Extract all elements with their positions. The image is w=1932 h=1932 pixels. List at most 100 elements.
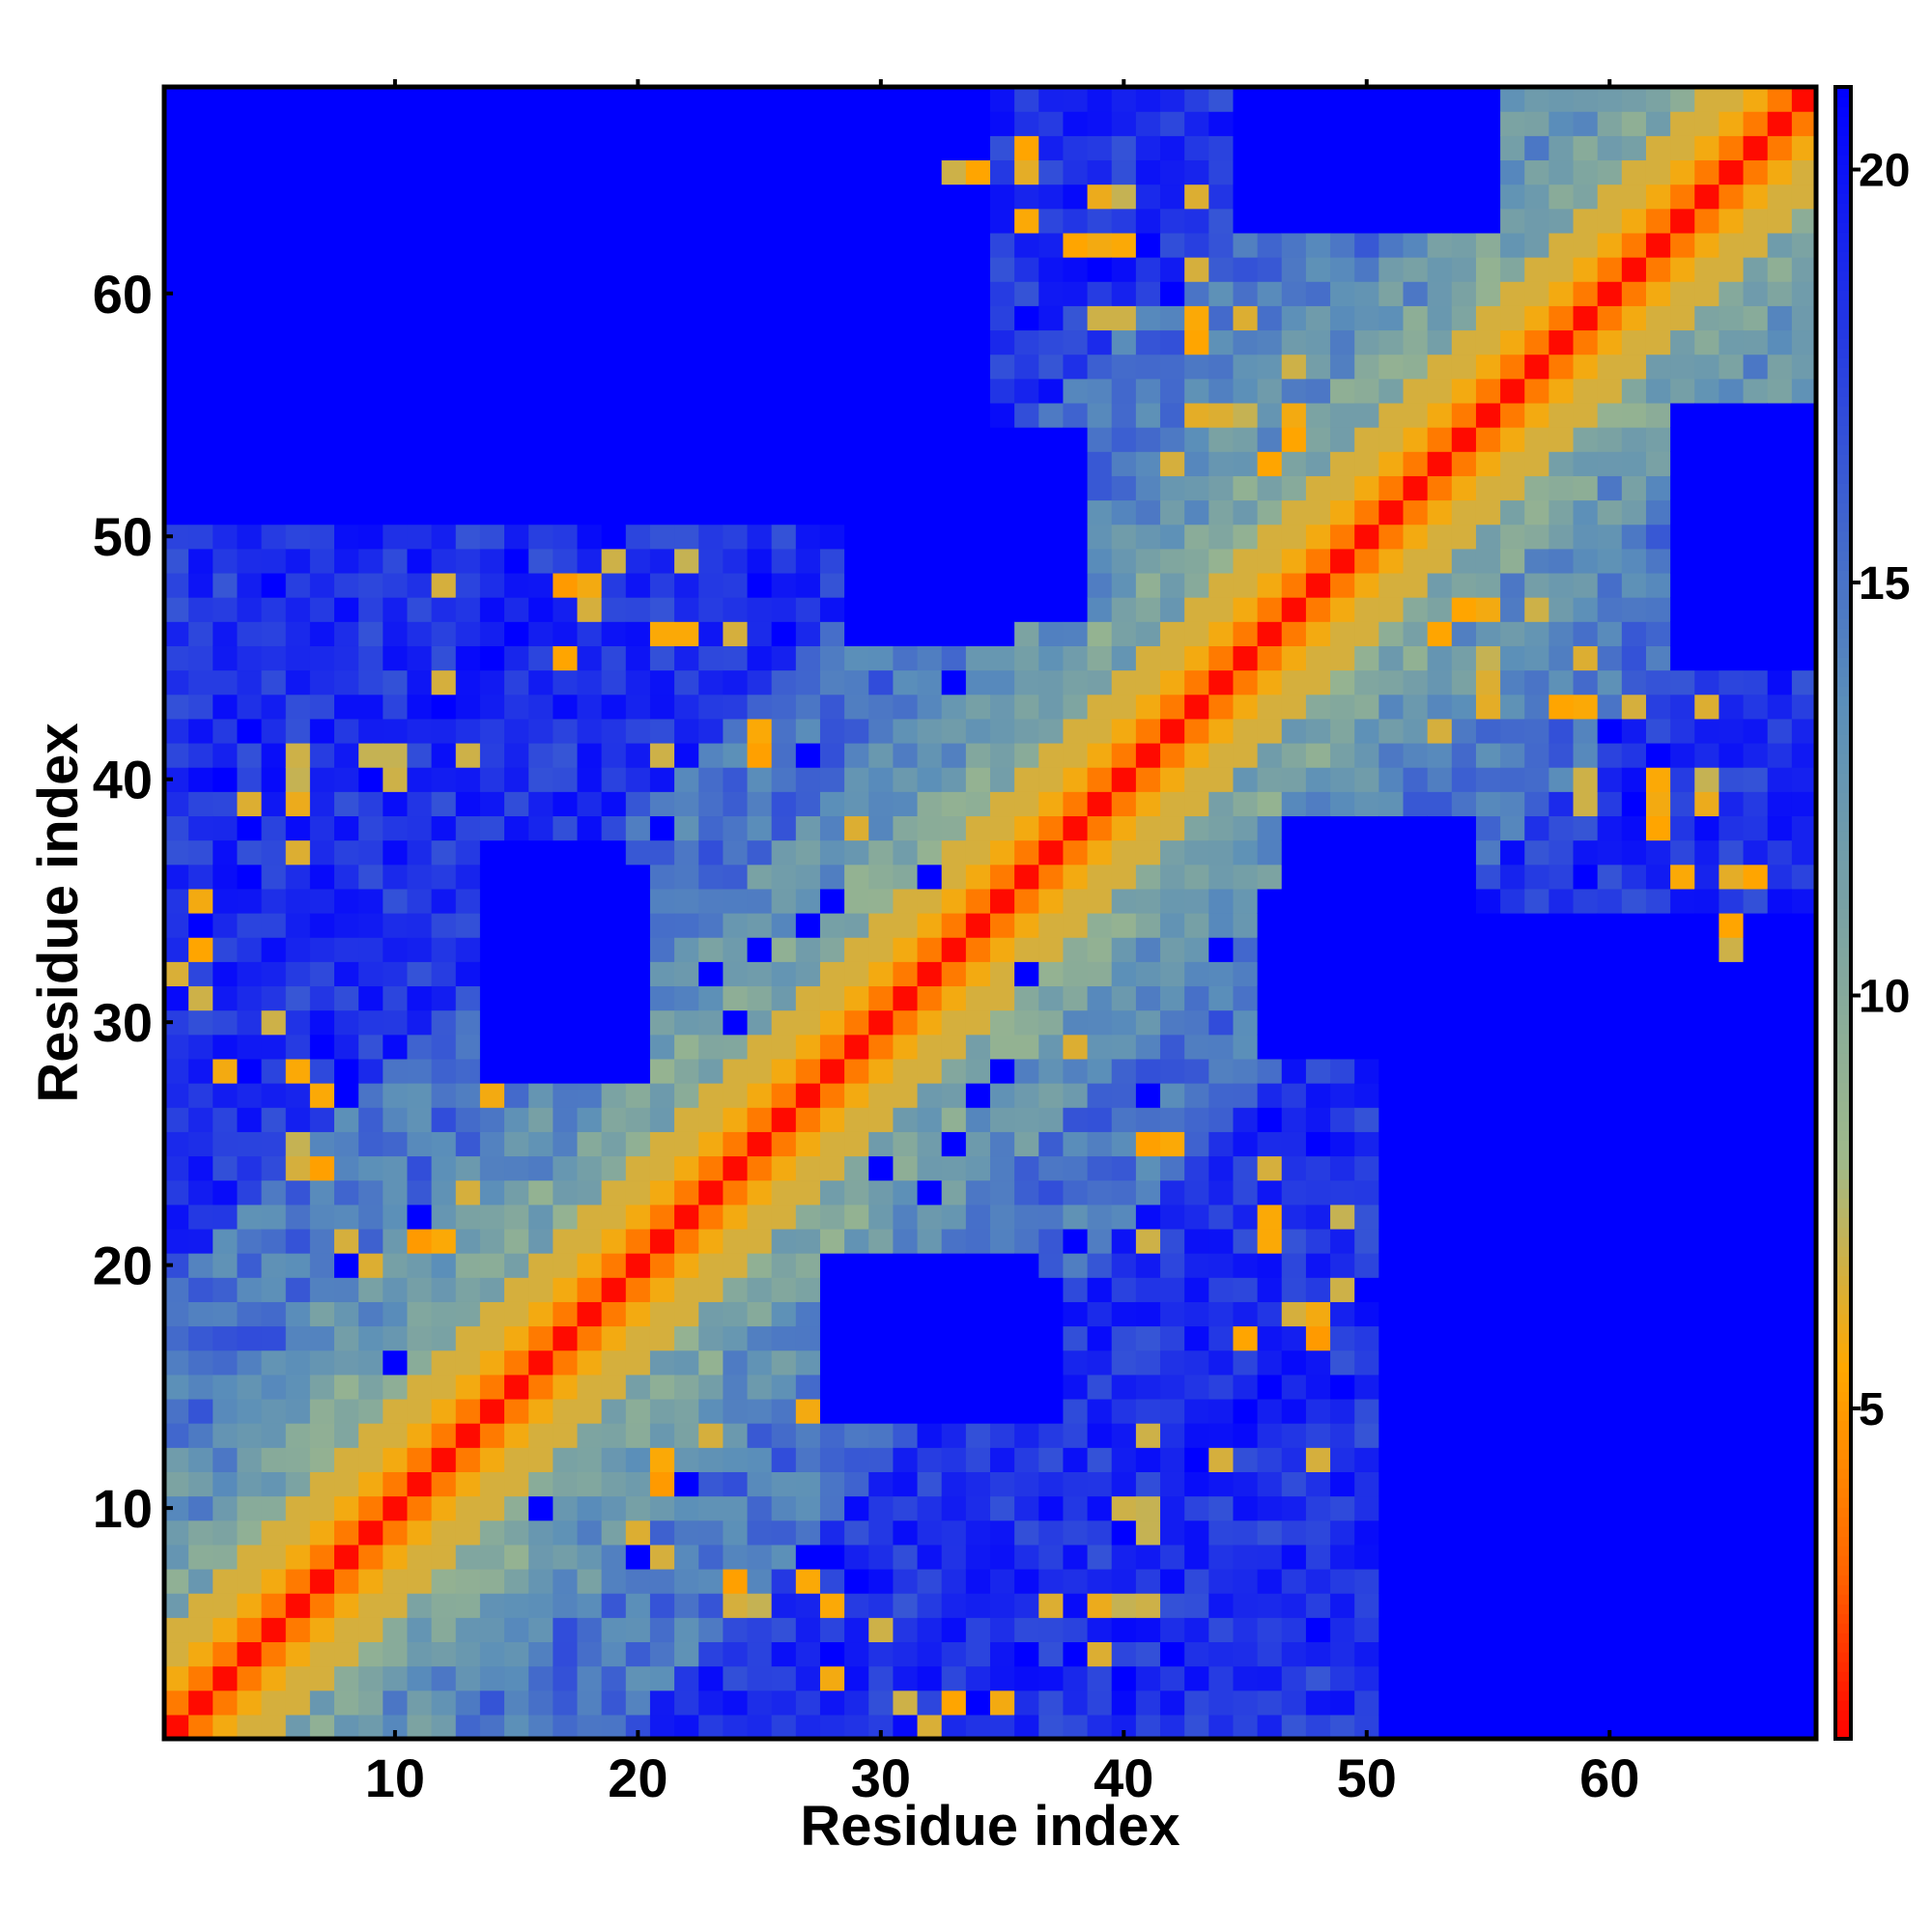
heatmap-cell [1573,1423,1599,1448]
heatmap-cell [601,1423,627,1448]
heatmap-cell [553,184,579,210]
heatmap-cell [309,1495,335,1521]
heatmap-cell [941,839,967,866]
heatmap-cell [285,1690,311,1716]
heatmap-cell [1208,1107,1235,1132]
heatmap-cell [844,839,869,866]
heatmap-cell [1670,645,1695,671]
heatmap-cell [261,87,287,112]
heatmap-cell [188,1471,213,1497]
heatmap-cell [1475,1034,1501,1060]
heatmap-cell [334,1325,359,1351]
heatmap-cell [1111,864,1137,890]
heatmap-cell [1281,111,1307,136]
heatmap-cell [1403,621,1429,646]
heatmap-cell [965,281,991,306]
heatmap-cell [577,791,603,817]
heatmap-cell [1257,208,1283,234]
heatmap-cell [1645,1034,1671,1060]
heatmap-cell [893,87,919,112]
heatmap-cell [358,1398,384,1424]
heatmap-cell [1573,888,1599,914]
heatmap-cell [1281,135,1307,161]
heatmap-cell [965,135,991,161]
heatmap-cell [723,1034,749,1060]
heatmap-cell [455,572,481,598]
heatmap-cell [1791,111,1817,136]
heatmap-cell [261,1568,287,1594]
heatmap-cell [1014,1568,1039,1594]
heatmap-cell [1087,1058,1113,1084]
heatmap-cell [941,815,967,841]
heatmap-cell [431,669,457,696]
heatmap-cell [1500,1253,1525,1278]
heatmap-cell [309,1374,335,1400]
heatmap-cell [237,427,263,452]
heatmap-cell [1257,1009,1283,1036]
heatmap-cell [1427,767,1453,792]
heatmap-cell [1451,621,1477,646]
heatmap-cell [1475,548,1501,574]
heatmap-cell [237,184,263,210]
heatmap-cell [285,888,311,914]
heatmap-cell [990,1253,1015,1278]
heatmap-cell [1670,257,1695,282]
colorbar-segment [1835,609,1851,619]
heatmap-cell [188,257,213,282]
heatmap-cell [941,1568,967,1594]
heatmap-cell [1451,1350,1477,1376]
heatmap-cell [1743,937,1769,962]
heatmap-cell [261,694,287,720]
heatmap-cell [1063,791,1089,817]
heatmap-cell [1427,475,1453,501]
heatmap-cell [1378,913,1405,938]
heatmap-cell [383,1277,409,1302]
heatmap-cell [965,1641,991,1667]
heatmap-cell [237,913,263,938]
heatmap-cell [1160,1058,1185,1084]
heatmap-cell [479,1155,505,1181]
heatmap-cell [479,839,505,866]
heatmap-cell [1184,1253,1209,1278]
heatmap-cell [188,427,213,452]
heatmap-cell [1767,864,1793,890]
heatmap-cell [1160,694,1185,720]
heatmap-cell [1573,791,1599,817]
heatmap-cell [1063,499,1089,526]
heatmap-cell [917,839,943,866]
heatmap-cell [1597,329,1623,355]
heatmap-cell [188,1593,213,1618]
heatmap-cell [407,475,433,501]
heatmap-cell [625,1398,651,1424]
heatmap-cell [504,669,529,696]
heatmap-cell [771,645,797,671]
heatmap-cell [455,645,481,671]
heatmap-cell [479,985,505,1011]
heatmap-cell [601,354,627,380]
heatmap-cell [625,111,651,136]
heatmap-cell [1427,1253,1453,1278]
heatmap-cell [941,1423,967,1448]
heatmap-cell [431,913,457,938]
heatmap-cell [747,1641,773,1667]
heatmap-cell [1694,1665,1720,1691]
heatmap-cell [990,572,1015,598]
heatmap-cell [1233,1374,1259,1400]
heatmap-cell [649,427,675,452]
heatmap-cell [771,1131,797,1157]
heatmap-cell [625,1131,651,1157]
colorbar-segment [1835,522,1851,532]
heatmap-cell [1354,1155,1379,1181]
heatmap-cell [407,1131,433,1157]
heatmap-cell [1111,354,1137,380]
heatmap-cell [309,1277,335,1302]
heatmap-cell [1694,111,1720,136]
heatmap-cell [1548,961,1575,987]
heatmap-cell [1111,184,1137,210]
colorbar-segment [1835,686,1851,696]
heatmap-cell [237,1009,263,1036]
heatmap-cell [1573,985,1599,1011]
heatmap-cell [504,1544,529,1570]
heatmap-cell [1281,499,1307,526]
heatmap-cell [1767,1520,1793,1546]
